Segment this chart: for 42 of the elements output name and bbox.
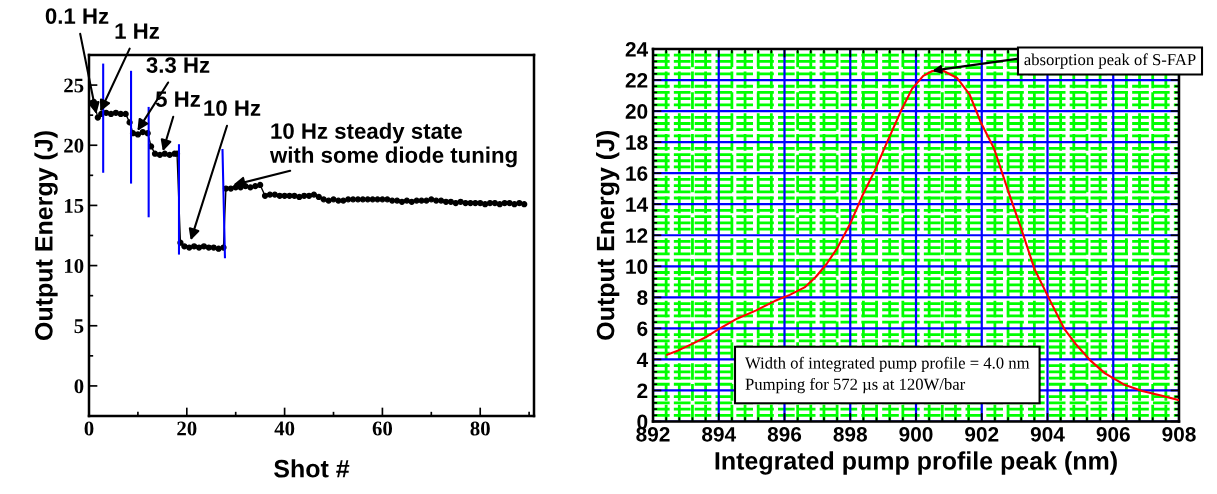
x-tick-label: 20: [177, 421, 197, 436]
y-tick-label: 25: [64, 78, 84, 93]
x-tick-label: 894: [702, 426, 737, 442]
x-tick-label: 40: [274, 421, 295, 436]
x-axis-title: Shot #: [274, 459, 350, 478]
x-tick-label: 904: [1030, 426, 1065, 442]
y-tick-label: 22: [625, 73, 648, 88]
y-axis-title: Output Energy (J): [596, 130, 620, 340]
y-tick-label: 14: [626, 197, 649, 212]
y-tick-label: 5: [74, 319, 84, 334]
x-tick-label: 896: [767, 426, 802, 442]
y-tick-label: 10: [626, 259, 648, 275]
y-tick-label: 18: [626, 135, 648, 150]
y-tick-label: 20: [64, 138, 84, 153]
annotation: absorption peak of S-FAP: [1024, 53, 1196, 69]
x-tick-label: 908: [1162, 426, 1196, 442]
x-tick-label: 0: [84, 421, 94, 436]
annotation: 1 Hz: [115, 23, 160, 39]
y-axis-title: Output Energy (J): [34, 131, 58, 341]
x-tick-label: 900: [899, 426, 933, 442]
y-tick-label: 15: [64, 198, 84, 213]
y-tick-label: 4: [636, 352, 649, 367]
annotation: 10 Hz steady state with some diode tuning: [269, 122, 517, 168]
y-tick-label: 16: [626, 166, 648, 181]
annotation: 0.1 Hz: [45, 8, 109, 24]
y-tick-label: 6: [637, 321, 648, 337]
x-tick-label: 60: [372, 421, 393, 436]
x-tick-label: 80: [470, 421, 490, 436]
y-tick-label: 10: [64, 258, 84, 274]
x-tick-label: 902: [965, 426, 999, 442]
y-tick-label: 2: [637, 383, 648, 399]
y-tick-label: 12: [626, 228, 648, 243]
annotation: Width of integrated pump profile = 4.0 nm Pumping for 572 µs at 120W/bar: [745, 356, 1030, 394]
y-tick-label: 20: [625, 104, 648, 119]
y-tick-label: 0: [74, 379, 84, 394]
y-tick-label: 8: [637, 290, 648, 306]
y-tick-label: 24: [625, 42, 649, 57]
annotation: 10 Hz: [204, 100, 261, 116]
x-tick-label: 906: [1096, 426, 1130, 442]
x-axis-title: Integrated pump profile peak (nm): [715, 451, 1117, 475]
annotation: 3.3 Hz: [146, 57, 210, 73]
x-tick-label: 898: [833, 426, 867, 442]
